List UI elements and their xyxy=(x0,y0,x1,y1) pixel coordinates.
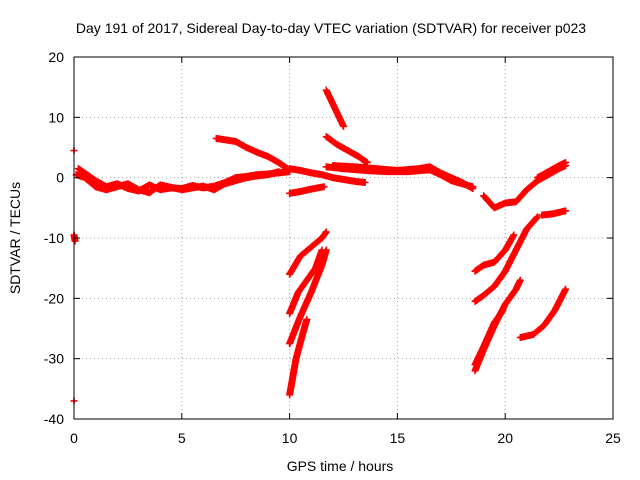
data-point-markers xyxy=(286,246,330,348)
y-tick-label: -20 xyxy=(44,290,64,306)
x-tick-label: 25 xyxy=(605,430,621,446)
axes: 0 5 10 15 20 25 -40 -30 -20 -10 0 10 20 xyxy=(44,49,621,446)
data-point-markers xyxy=(471,306,507,369)
data-track xyxy=(286,228,330,278)
data-point-markers xyxy=(516,285,570,342)
data-point-markers xyxy=(322,86,347,130)
data-point-markers xyxy=(286,165,369,186)
x-tick-label: 15 xyxy=(390,430,406,446)
x-tick-label: 0 xyxy=(70,430,78,446)
y-tick-label: 20 xyxy=(48,49,64,65)
data-track xyxy=(286,246,330,348)
data-point-markers xyxy=(471,213,542,305)
data-point-markers xyxy=(286,183,328,197)
data-track xyxy=(471,213,542,305)
y-tick-label: -30 xyxy=(44,351,64,367)
data-point-markers xyxy=(471,231,518,275)
y-tick-label: -40 xyxy=(44,411,64,427)
data-track xyxy=(322,133,371,167)
data-track xyxy=(322,86,347,130)
data-point-markers xyxy=(286,315,311,399)
x-axis-label: GPS time / hours xyxy=(287,458,394,474)
data-track xyxy=(212,134,291,173)
data-point-markers xyxy=(538,207,570,219)
data-point-markers xyxy=(286,228,330,278)
plot-frame xyxy=(73,56,614,420)
y-axis-label: SDTVAR / TECUs xyxy=(7,182,23,294)
data-track xyxy=(329,162,477,193)
data-track xyxy=(72,168,283,197)
data-track xyxy=(534,159,570,182)
data-track xyxy=(286,315,311,399)
data-point-markers xyxy=(212,134,291,173)
data-point-markers xyxy=(534,159,570,182)
data-point-markers xyxy=(322,133,371,167)
y-tick-label: 0 xyxy=(56,170,64,186)
x-tick-label: 20 xyxy=(497,430,513,446)
x-tick-label: 5 xyxy=(178,430,186,446)
data-track xyxy=(286,246,326,317)
data-track xyxy=(471,306,507,369)
data-point-markers xyxy=(329,162,477,193)
y-tick-label: -10 xyxy=(44,230,64,246)
x-tick-label: 10 xyxy=(282,430,298,446)
data-track xyxy=(286,183,328,197)
data-track xyxy=(471,231,518,275)
y-tick-label: 10 xyxy=(48,109,64,125)
chart-title: Day 191 of 2017, Sidereal Day-to-day VTE… xyxy=(76,20,586,36)
data-track xyxy=(516,285,570,342)
grid-lines xyxy=(74,57,613,419)
data-point-markers xyxy=(72,168,283,197)
data-point-markers xyxy=(286,246,326,317)
data-track xyxy=(538,207,570,219)
data-track xyxy=(286,165,369,186)
